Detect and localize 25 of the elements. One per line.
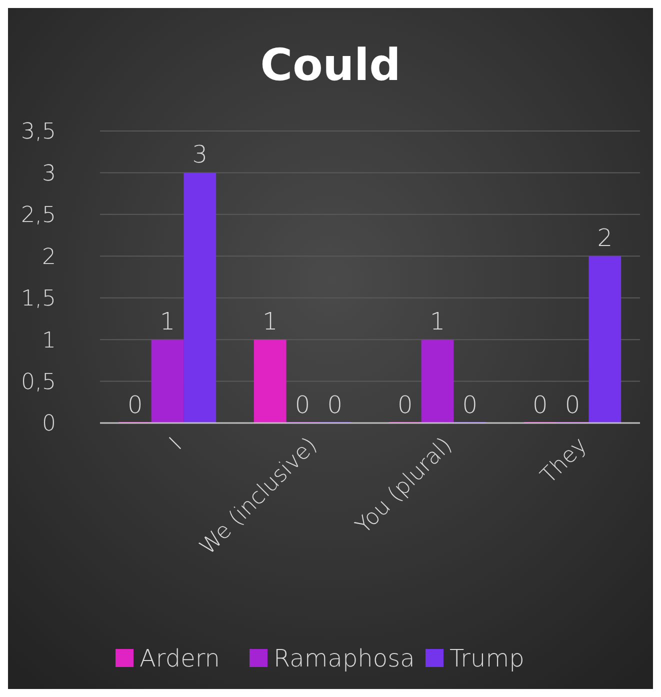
y-tick-label: 0,5 xyxy=(21,370,56,395)
y-tick-label: 2 xyxy=(42,244,56,270)
chart-title: Could xyxy=(260,40,401,91)
data-label: 0 xyxy=(127,391,143,419)
y-tick-label: 2,5 xyxy=(21,203,56,228)
y-tick-label: 3 xyxy=(42,161,56,186)
data-label: 1 xyxy=(160,308,176,336)
data-label: 0 xyxy=(397,391,413,419)
data-label: 1 xyxy=(262,308,278,336)
y-tick-label: 0 xyxy=(42,412,56,437)
y-tick-label: 1 xyxy=(42,328,56,354)
data-label: 0 xyxy=(462,391,478,419)
data-label: 2 xyxy=(597,224,613,252)
data-label: 0 xyxy=(327,391,343,419)
y-tick-label: 1,5 xyxy=(21,286,56,312)
data-label: 1 xyxy=(430,308,446,336)
x-tick-label: I xyxy=(164,433,188,456)
data-label: 0 xyxy=(532,391,548,419)
y-tick-label: 3,5 xyxy=(21,120,56,145)
legend-label: Ramaphosa xyxy=(274,644,415,672)
legend-label: Trump xyxy=(450,644,524,672)
legend-label: Ardern xyxy=(140,644,220,672)
data-label: 0 xyxy=(294,391,310,419)
data-label: 0 xyxy=(564,391,580,419)
data-label: 3 xyxy=(192,140,208,169)
